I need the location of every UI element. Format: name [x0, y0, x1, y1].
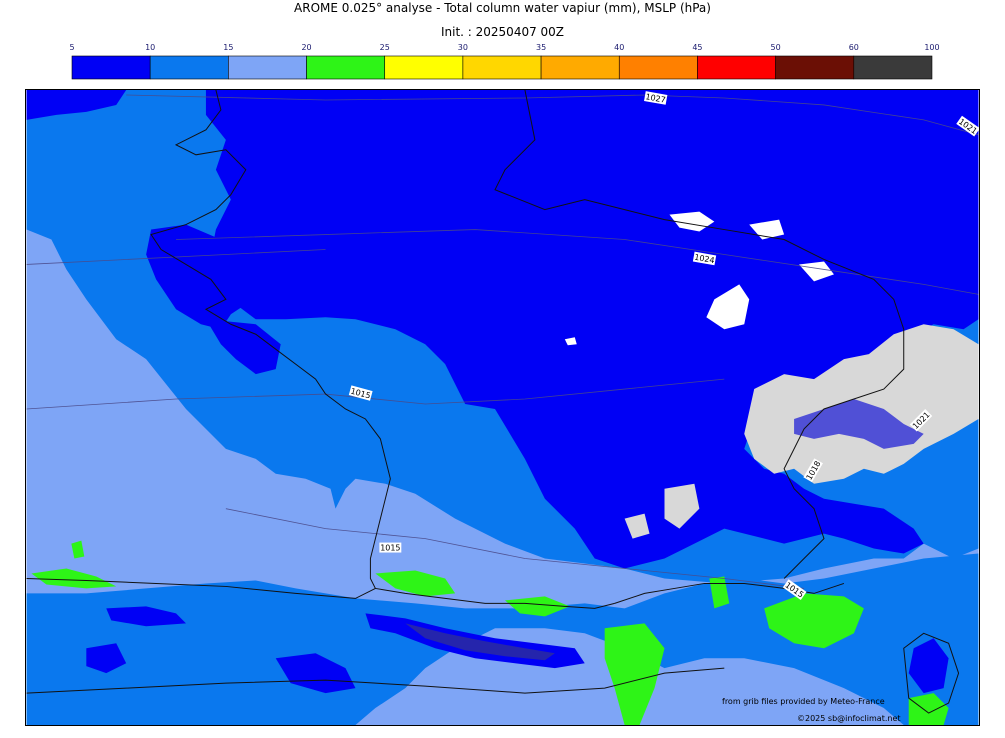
tcwv-5-10-west [205, 319, 281, 375]
colorbar-cell [384, 55, 464, 80]
corsica-dark [908, 638, 949, 694]
colorbar-tick-label: 50 [771, 43, 781, 52]
snow-patch-7 [624, 513, 650, 539]
colorbar-tick-label: 15 [223, 43, 233, 52]
colorbar-cell [71, 55, 151, 80]
colorbar-cell [462, 55, 542, 80]
isobar-lines [26, 94, 979, 589]
isobar-label: 1024 [692, 251, 717, 266]
colorbar-tick-label: 20 [301, 43, 311, 52]
tcwv-20-25-alps-south [709, 576, 730, 609]
spain-dark-2 [275, 653, 356, 694]
snow-patch-1 [669, 211, 715, 232]
colorbar-cell [775, 55, 855, 80]
isobar-label-text: 1024 [694, 253, 716, 265]
isobar-label: 1015 [379, 542, 402, 553]
colorbar-tick-label: 35 [536, 43, 546, 52]
colorbar-tick-label: 30 [458, 43, 468, 52]
colorbar-cells [71, 55, 933, 80]
colorbar-tick-label: 100 [924, 43, 939, 52]
copyright-credit: ©2025 sb@infoclimat.net [797, 714, 901, 723]
colorbar-tick-label: 25 [380, 43, 390, 52]
tcwv-5-10-region [205, 90, 979, 569]
colorbar-tick-label: 60 [849, 43, 859, 52]
tcwv-north-strip [26, 90, 127, 120]
spain-dark-1 [86, 643, 127, 674]
alps-dark-ridges [794, 399, 924, 449]
colorbar-ticks: 5 10 15 20 25 30 35 40 45 50 60 100 [69, 43, 939, 52]
colorbar-cell [540, 55, 620, 80]
tcwv-20-25-catalonia [504, 596, 570, 617]
isobar-label-text: 1015 [380, 544, 400, 553]
tcwv-20-25-spain-west [31, 568, 117, 589]
map-title: AROME 0.025° analyse - Total column wate… [294, 1, 711, 15]
colorbar-cell [228, 55, 307, 80]
snow-patch-4 [799, 261, 834, 282]
tcwv-20-25-corsica [908, 693, 949, 725]
tcwv-20-25-med [604, 623, 665, 725]
colorbar-cell [618, 55, 698, 80]
pyrenees-ridge [405, 623, 555, 661]
colorbar-tick-label: 5 [69, 43, 74, 52]
snow-patch-2 [749, 219, 785, 240]
snow-patch-5 [564, 337, 577, 346]
colorbar-tick-label: 40 [614, 43, 624, 52]
colorbar-cell [697, 55, 776, 80]
colorbar-tick-label: 10 [145, 43, 155, 52]
map-subtitle: Init. : 20250407 00Z [440, 25, 565, 39]
colorbar-cell [853, 55, 933, 80]
colorbar-cell [149, 55, 229, 80]
tcwv-20-25-spain-west-2 [71, 540, 85, 559]
isobar-label-text: 1027 [645, 92, 667, 104]
spain-dark-3 [106, 606, 186, 627]
tcwv-20-25-spain-north [375, 570, 456, 597]
data-source-credit: from grib files provided by Meteo-France [722, 697, 885, 706]
colorbar-cell [306, 55, 386, 80]
coastlines [26, 90, 960, 714]
tcwv-20-25-ligurian [764, 593, 864, 649]
colorbar-legend: 5 10 15 20 25 30 35 40 45 50 60 100 [69, 43, 940, 80]
colorbar-tick-label: 45 [692, 43, 702, 52]
snow-patch-3 [706, 284, 750, 330]
isobar-label: 1027 [644, 91, 668, 105]
